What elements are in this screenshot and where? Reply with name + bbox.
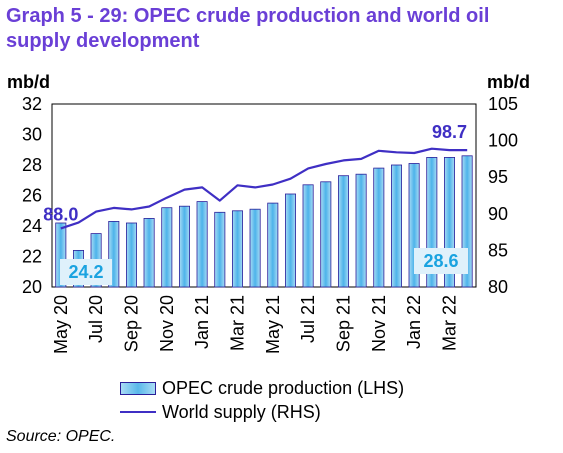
x-tick-label: Mar 21 <box>228 295 248 351</box>
bar <box>161 207 173 288</box>
right-axis-unit: mb/d <box>487 72 530 92</box>
world-supply-line <box>60 147 468 230</box>
label-opec-start: 24.2 <box>68 262 103 282</box>
x-tick-label: Jan 22 <box>404 295 424 349</box>
bar <box>302 184 314 288</box>
bar <box>461 155 473 288</box>
right-tick-label: 90 <box>488 204 508 224</box>
bar <box>55 222 67 288</box>
label-world-supply-start: 88.0 <box>43 204 78 224</box>
source-note: Source: OPEC. <box>6 428 116 445</box>
x-tick-label: May 20 <box>51 295 71 354</box>
bar <box>355 173 367 288</box>
right-tick-label: 105 <box>488 94 518 114</box>
left-axis-unit: mb/d <box>7 72 50 92</box>
bar <box>143 217 155 288</box>
x-tick-label: Jul 20 <box>86 295 106 343</box>
bar <box>320 181 332 288</box>
left-tick-label: 30 <box>22 125 42 145</box>
left-tick-label: 24 <box>22 216 42 236</box>
bar <box>126 222 138 288</box>
legend-item-line: World supply (RHS) <box>120 400 404 424</box>
bar <box>231 210 243 288</box>
bar <box>214 211 226 288</box>
left-tick-label: 32 <box>22 94 42 114</box>
left-tick-label: 28 <box>22 155 42 175</box>
left-tick-label: 22 <box>22 247 42 267</box>
label-opec-end: 28.6 <box>423 251 458 271</box>
x-tick-label: Nov 21 <box>369 295 389 352</box>
plot-area <box>51 103 477 288</box>
chart-title: Graph 5 - 29: OPEC crude production and … <box>6 5 490 52</box>
bar <box>408 163 420 288</box>
left-tick-label: 20 <box>22 277 42 297</box>
bar <box>337 175 349 288</box>
legend: OPEC crude production (LHS) World supply… <box>120 376 404 424</box>
left-tick-label: 26 <box>22 186 42 206</box>
label-box-opec-start <box>60 259 112 285</box>
legend-label-line: World supply (RHS) <box>162 401 321 422</box>
bar <box>249 208 261 288</box>
x-tick-label: Sep 21 <box>334 295 354 352</box>
legend-bar-swatch <box>120 381 156 395</box>
bar <box>108 220 120 288</box>
label-world-supply-end: 98.7 <box>432 122 467 142</box>
bar <box>426 156 438 288</box>
right-tick-label: 95 <box>488 167 508 187</box>
legend-line-swatch <box>120 411 156 413</box>
bar <box>443 156 455 288</box>
legend-label-bars: OPEC crude production (LHS) <box>162 377 405 398</box>
bar <box>267 202 279 288</box>
bar <box>196 201 208 288</box>
right-tick-label: 80 <box>488 277 508 297</box>
legend-item-bars: OPEC crude production (LHS) <box>120 376 404 400</box>
right-tick-label: 85 <box>488 240 508 260</box>
x-tick-label: May 21 <box>263 295 283 354</box>
x-tick-label: Mar 22 <box>440 295 460 351</box>
x-tick-label: Nov 20 <box>157 295 177 352</box>
x-tick-label: Jan 21 <box>192 295 212 349</box>
right-tick-label: 100 <box>488 131 518 151</box>
x-tick-label: Sep 20 <box>122 295 142 352</box>
bar <box>390 164 402 288</box>
bar <box>178 205 190 288</box>
label-box-opec-end <box>414 248 468 274</box>
x-tick-label: Jul 21 <box>298 295 318 343</box>
bar <box>284 193 296 288</box>
bar <box>373 167 385 288</box>
